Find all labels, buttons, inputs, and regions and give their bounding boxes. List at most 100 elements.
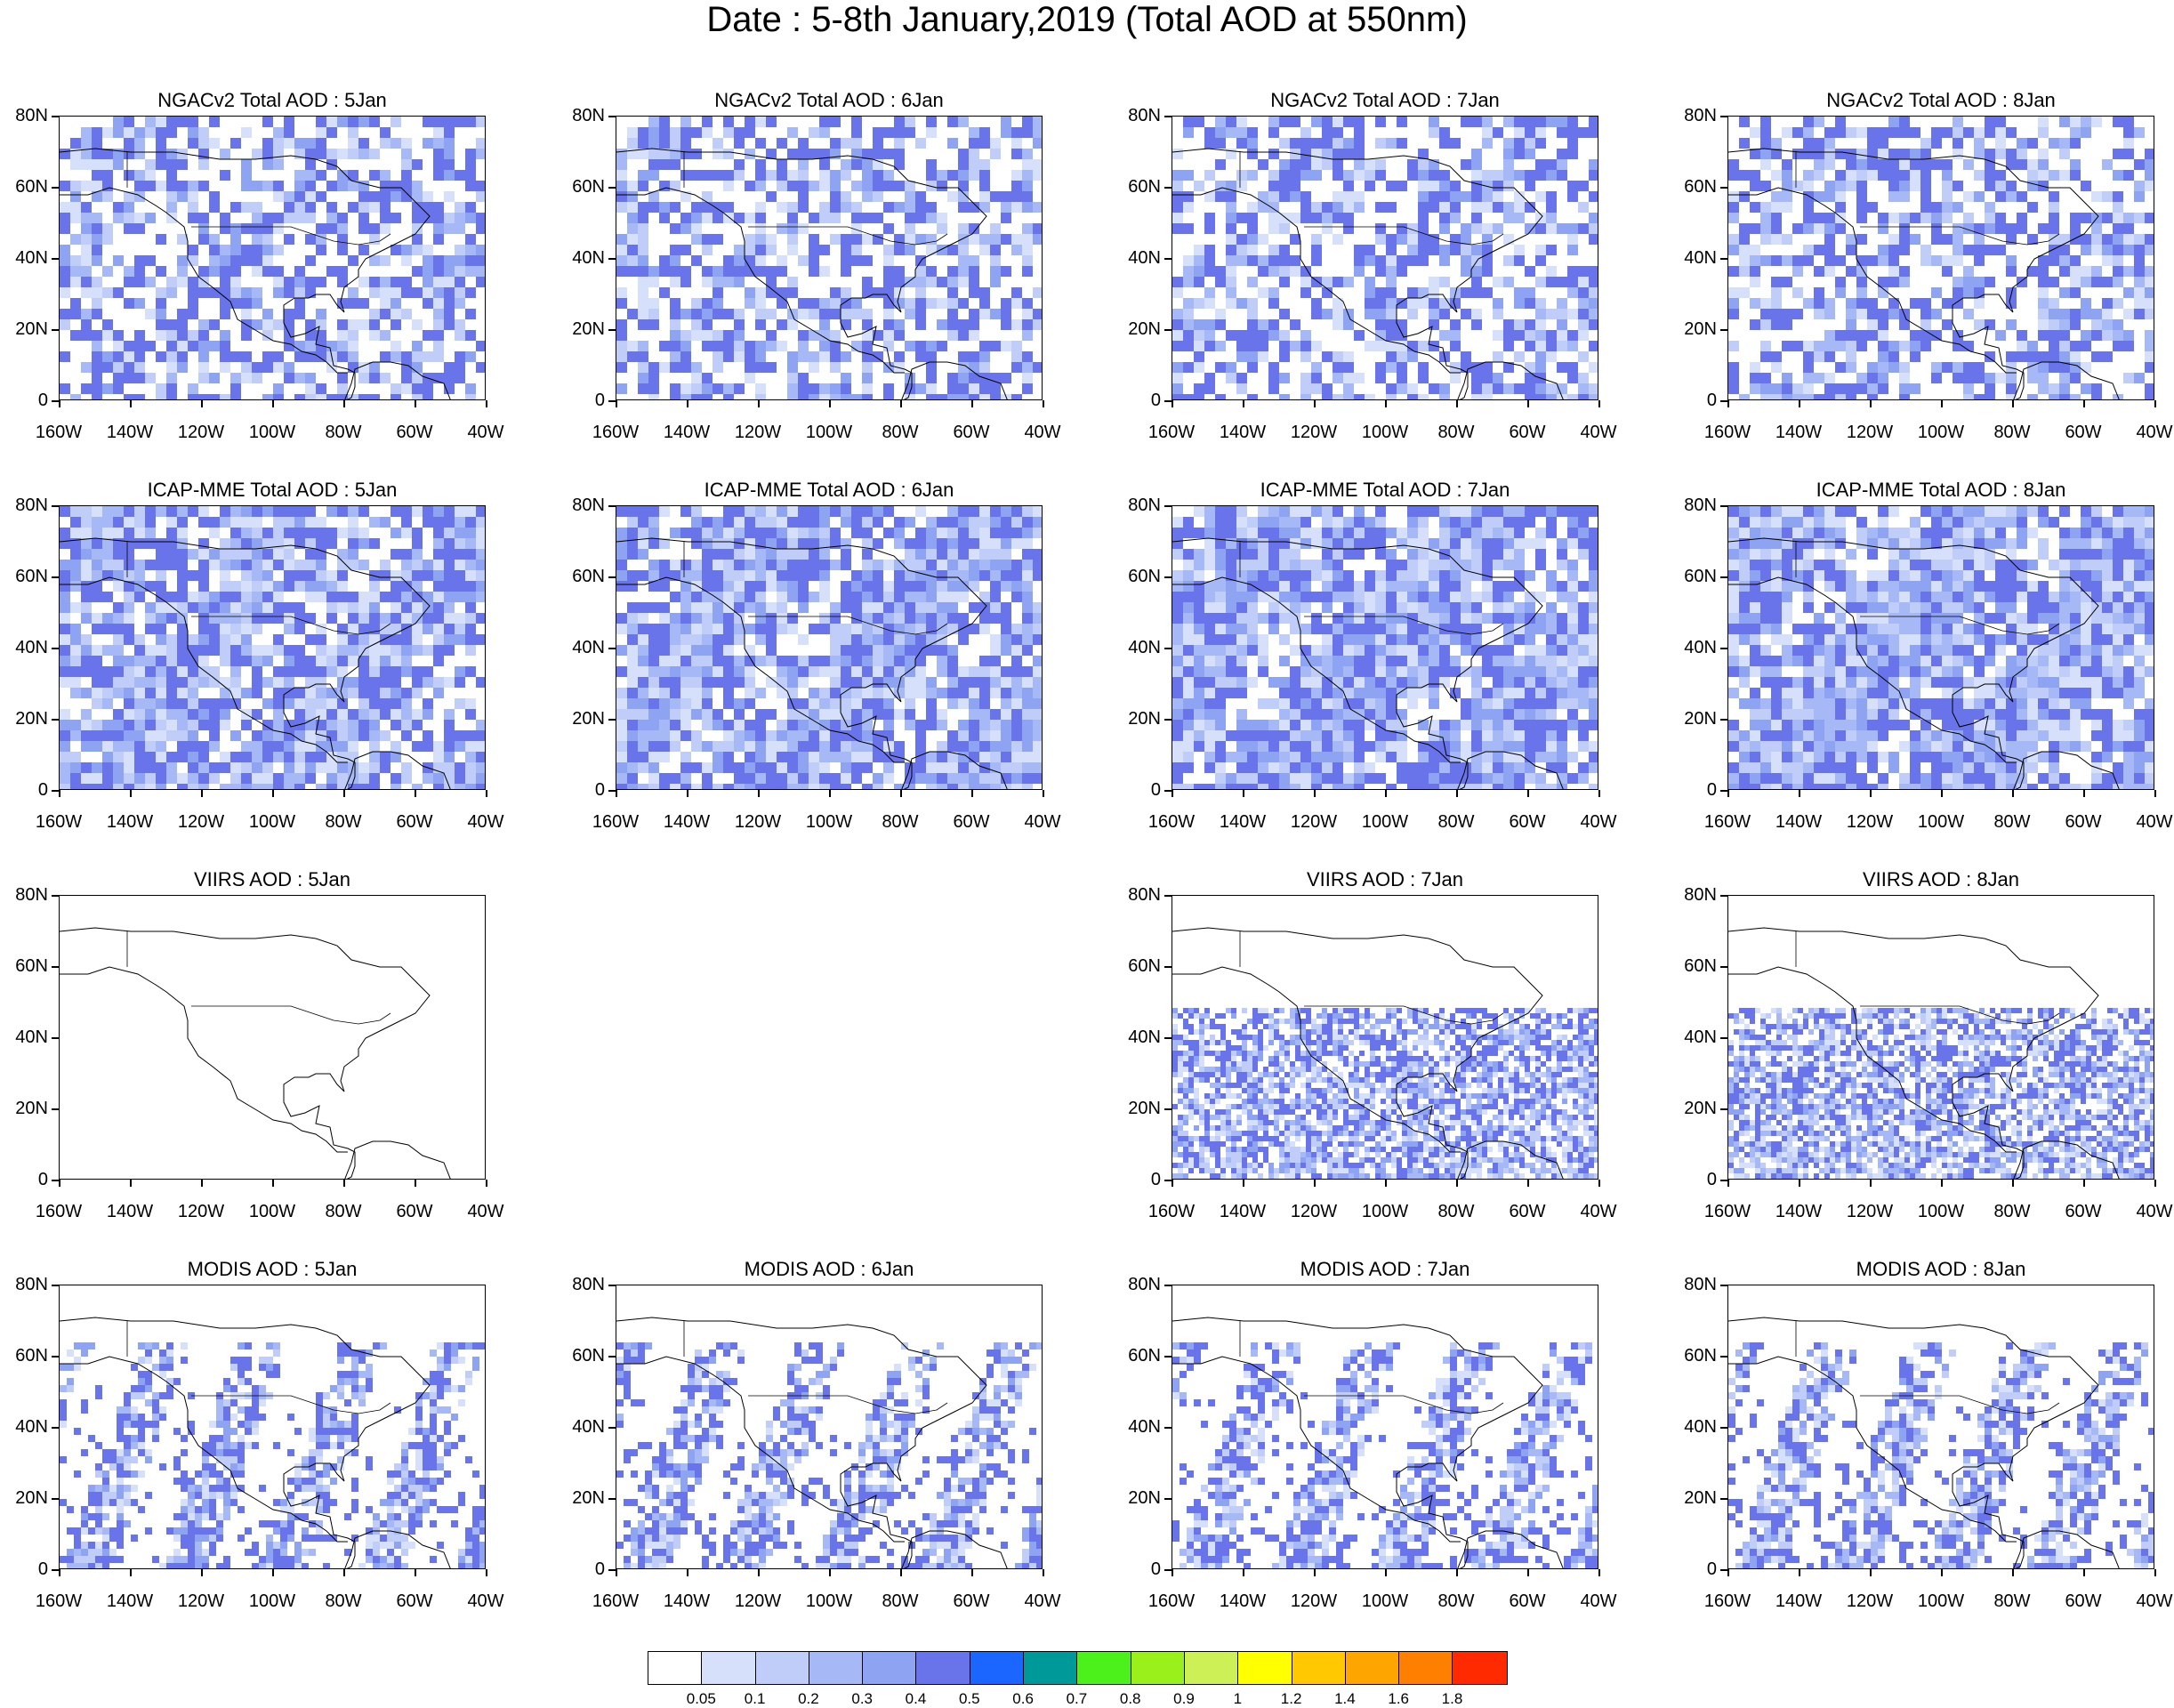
- x-tick-label: 40W: [1563, 423, 1634, 441]
- x-tick-label: 40W: [450, 1592, 521, 1610]
- aod-field: [60, 117, 486, 400]
- aod-field: [1172, 896, 1598, 1180]
- x-tick-label: 80W: [865, 1592, 936, 1610]
- x-tick: [130, 1569, 132, 1576]
- x-tick-label: 40W: [450, 1203, 521, 1221]
- colorbar-label: 1.8: [1426, 1690, 1479, 1708]
- x-tick: [1456, 1569, 1458, 1576]
- x-tick-label: 60W: [379, 1592, 450, 1610]
- y-tick: [52, 505, 59, 507]
- y-tick-label: 80N: [560, 107, 605, 125]
- x-tick: [1385, 400, 1387, 407]
- y-tick-label: 60N: [1672, 178, 1717, 196]
- x-tick: [2012, 400, 2014, 407]
- panel-title: MODIS AOD : 8Jan: [1727, 1258, 2154, 1281]
- x-tick: [1870, 400, 1872, 407]
- y-tick: [608, 1285, 616, 1286]
- y-tick-label: 0: [4, 391, 48, 409]
- y-tick: [1164, 505, 1172, 507]
- colorbar-label: 0.05: [674, 1690, 728, 1708]
- y-tick-label: 40N: [4, 249, 48, 267]
- colorbar-label: 0.3: [835, 1690, 889, 1708]
- y-tick-label: 20N: [4, 320, 48, 338]
- colorbar-label: 0.2: [782, 1690, 835, 1708]
- y-tick-label: 80N: [1116, 1276, 1161, 1293]
- y-tick-label: 40N: [1672, 1418, 1717, 1436]
- x-tick-label: 40W: [1007, 1592, 1078, 1610]
- y-tick: [1720, 505, 1727, 507]
- y-tick: [1164, 258, 1172, 260]
- x-tick-label: 60W: [936, 1592, 1007, 1610]
- x-tick-label: 140W: [1763, 1203, 1834, 1221]
- y-tick: [1164, 576, 1172, 578]
- y-tick-label: 60N: [1672, 957, 1717, 975]
- x-tick: [415, 1569, 416, 1576]
- x-tick-label: 80W: [1977, 423, 2048, 441]
- y-tick: [1720, 1427, 1727, 1429]
- x-tick: [829, 400, 831, 407]
- x-tick-label: 80W: [1977, 1203, 2048, 1221]
- y-tick: [1720, 576, 1727, 578]
- x-tick-label: 80W: [1421, 423, 1492, 441]
- x-tick: [59, 1569, 60, 1576]
- y-tick: [52, 1569, 59, 1571]
- y-tick-label: 20N: [560, 1489, 605, 1507]
- y-tick-label: 80N: [1672, 107, 1717, 125]
- y-tick-label: 20N: [1672, 1100, 1717, 1117]
- colorbar-bin: [1024, 1652, 1077, 1684]
- y-tick: [608, 1569, 616, 1571]
- y-tick: [1164, 966, 1172, 968]
- colorbar-label: 1.4: [1318, 1690, 1372, 1708]
- x-tick-label: 120W: [1278, 423, 1349, 441]
- x-tick-label: 120W: [722, 423, 793, 441]
- y-tick-label: 60N: [560, 1347, 605, 1365]
- x-tick-label: 100W: [1905, 1203, 1977, 1221]
- x-tick-label: 60W: [2048, 813, 2119, 831]
- x-tick: [687, 790, 688, 797]
- x-tick: [1527, 790, 1529, 797]
- y-tick: [608, 1427, 616, 1429]
- x-tick-label: 80W: [308, 423, 379, 441]
- y-tick: [1164, 719, 1172, 721]
- y-tick: [1720, 895, 1727, 897]
- y-tick-label: 40N: [1116, 1418, 1161, 1436]
- x-tick: [2083, 1180, 2085, 1187]
- x-tick: [1727, 1180, 1729, 1187]
- x-tick-label: 60W: [1492, 1592, 1563, 1610]
- x-tick: [900, 400, 902, 407]
- y-tick-label: 20N: [4, 1489, 48, 1507]
- y-tick: [1164, 1037, 1172, 1039]
- x-tick-label: 60W: [2048, 423, 2119, 441]
- x-tick: [1527, 1569, 1529, 1576]
- x-tick: [1598, 790, 1600, 797]
- y-tick: [608, 116, 616, 117]
- panel-title: NGACv2 Total AOD : 7Jan: [1172, 89, 1598, 112]
- aod-field: [1172, 117, 1598, 400]
- x-tick: [1314, 1569, 1316, 1576]
- x-tick: [1172, 790, 1173, 797]
- y-tick: [608, 258, 616, 260]
- x-tick: [2012, 1180, 2014, 1187]
- x-tick: [1243, 1569, 1244, 1576]
- y-tick: [1720, 719, 1727, 721]
- x-tick: [2083, 400, 2085, 407]
- y-tick-label: 80N: [4, 107, 48, 125]
- x-tick-label: 120W: [165, 423, 237, 441]
- y-tick-label: 20N: [1116, 1489, 1161, 1507]
- x-tick-label: 160W: [23, 423, 94, 441]
- x-tick: [758, 400, 760, 407]
- x-tick: [1799, 1569, 1800, 1576]
- x-tick: [1527, 1180, 1529, 1187]
- colorbar-bin: [1292, 1652, 1346, 1684]
- y-tick: [608, 719, 616, 721]
- y-tick-label: 0: [560, 1560, 605, 1578]
- y-tick: [608, 1356, 616, 1358]
- colorbar-bin: [1399, 1652, 1453, 1684]
- x-tick: [1727, 1569, 1729, 1576]
- colorbar-bin: [1077, 1652, 1131, 1684]
